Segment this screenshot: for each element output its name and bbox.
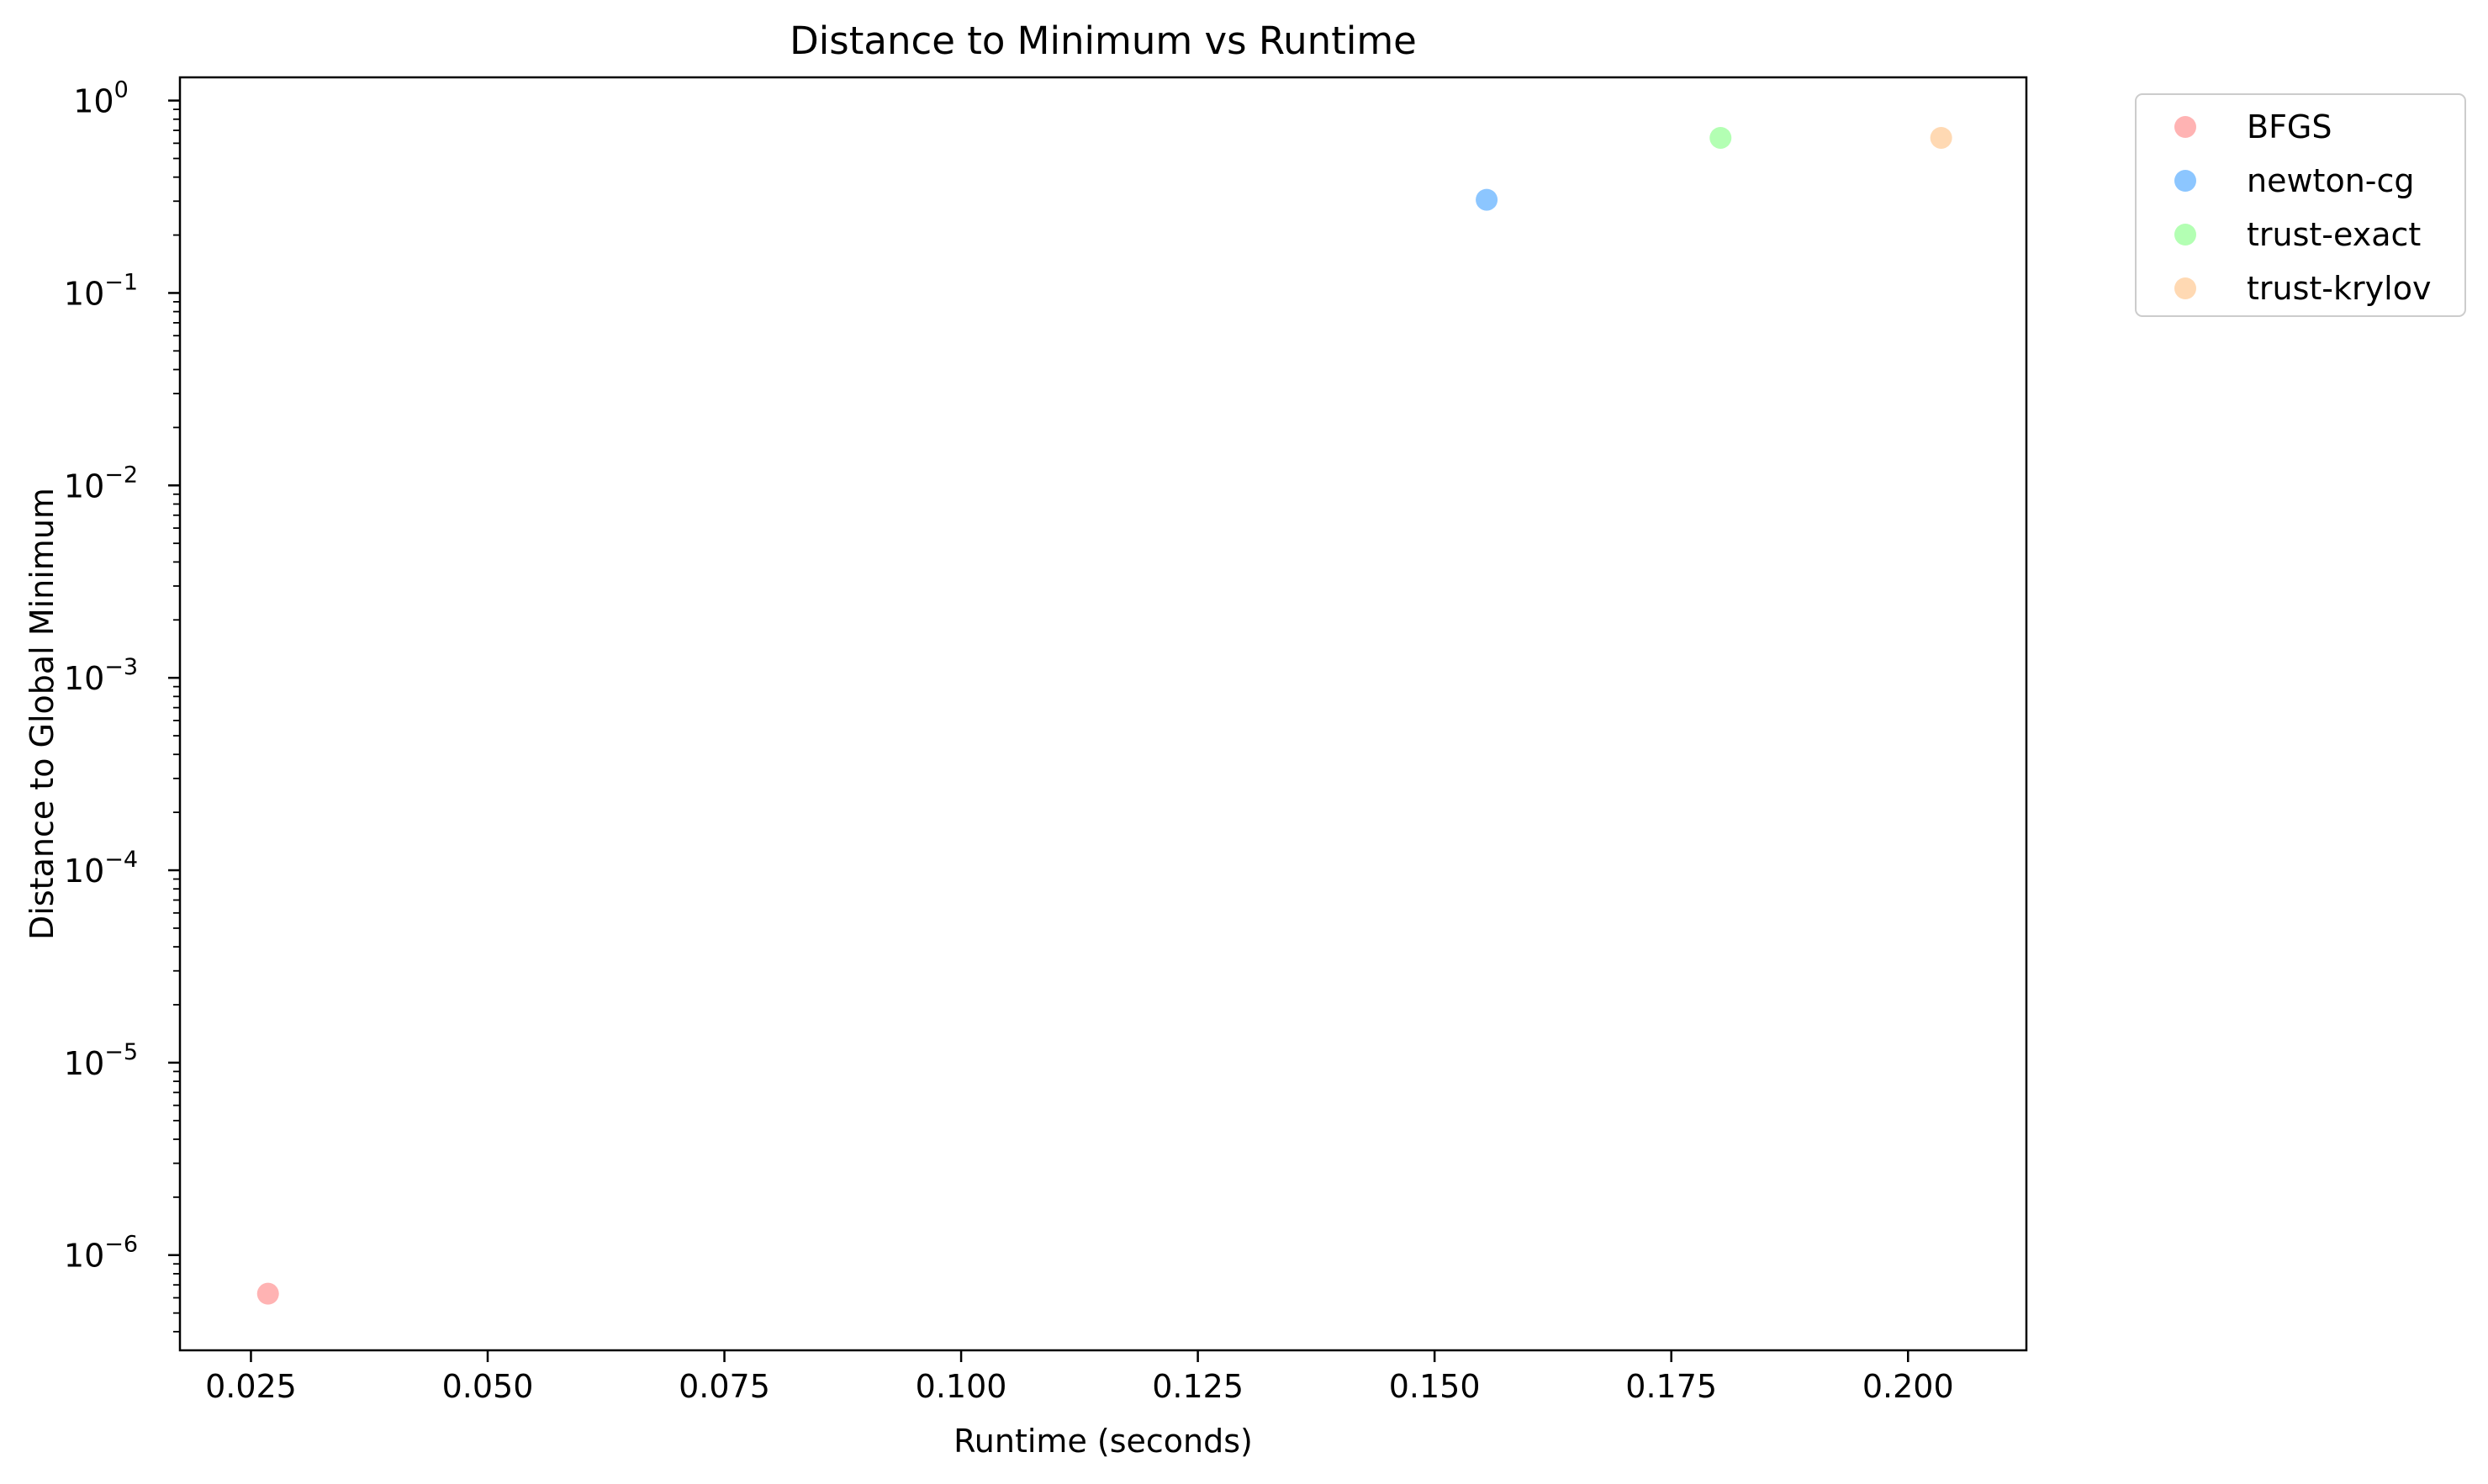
legend-marker (2174, 224, 2196, 246)
y-tick-label: 10−6 (64, 1232, 138, 1275)
data-points (256, 126, 1952, 1305)
legend-label: trust-exact (2247, 216, 2421, 253)
data-point-bfgs (256, 1282, 279, 1305)
plot-frame (178, 76, 2028, 1352)
y-tick-label: 10−1 (64, 269, 138, 312)
plot-area (178, 76, 2028, 1352)
legend-label: trust-krylov (2247, 270, 2431, 307)
data-point-newton-cg (1476, 188, 1498, 211)
legend-label: BFGS (2247, 108, 2332, 145)
x-tick-label: 0.175 (1625, 1368, 1717, 1405)
y-tick-label: 100 (73, 77, 129, 120)
x-tick-label: 0.050 (442, 1368, 534, 1405)
legend-marker (2174, 170, 2196, 192)
x-tick-label: 0.125 (1152, 1368, 1244, 1405)
x-tick-label: 0.150 (1389, 1368, 1481, 1405)
y-tick-label: 10−2 (64, 462, 138, 504)
x-axis-title: Runtime (seconds) (953, 1423, 1253, 1460)
y-axis-title: Distance to Global Minimum (24, 488, 61, 940)
x-tick-label: 0.025 (205, 1368, 297, 1405)
legend-marker (2174, 277, 2196, 299)
data-point-trust-exact (1709, 126, 1732, 149)
chart-title: Distance to Minimum vs Runtime (790, 18, 1417, 63)
legend-label: newton-cg (2247, 162, 2415, 199)
x-tick-label: 0.075 (679, 1368, 770, 1405)
x-axis: 0.025 0.050 0.075 0.100 0.125 0.150 0.175 0.200 (205, 1350, 1954, 1405)
y-axis: 10−6 10−5 10−4 10−3 10−2 10−1 100 (64, 77, 180, 1333)
data-point-trust-krylov (1930, 126, 1952, 149)
y-tick-label: 10−4 (64, 847, 138, 890)
legend-frame (2135, 93, 2466, 317)
legend-items: BFGS newton-cg trust-exact trust-krylov (2174, 108, 2431, 307)
y-tick-label: 10−3 (64, 654, 138, 697)
legend: BFGS newton-cg trust-exact trust-krylov (2135, 93, 2466, 317)
x-tick-label: 0.100 (916, 1368, 1007, 1405)
y-tick-label: 10−5 (64, 1039, 138, 1082)
legend-marker (2174, 116, 2196, 138)
x-tick-label: 0.200 (1862, 1368, 1954, 1405)
